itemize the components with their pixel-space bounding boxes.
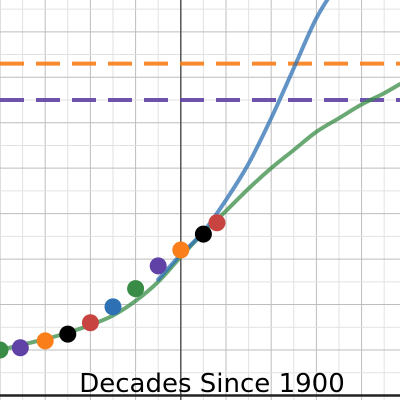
curves [0,0,400,352]
data-point [59,325,77,343]
data-point [149,257,167,275]
data-point [194,225,212,243]
series-curve [0,82,400,352]
x-axis-label: Decades Since 1900 [79,369,344,399]
data-point [127,280,145,298]
reference-lines [0,61,400,102]
data-point [11,339,29,357]
data-point [36,332,54,350]
data-points [0,214,226,359]
data-point [172,241,190,259]
data-point [81,314,99,332]
data-point [208,214,226,232]
data-point [0,341,9,359]
data-point [104,298,122,316]
